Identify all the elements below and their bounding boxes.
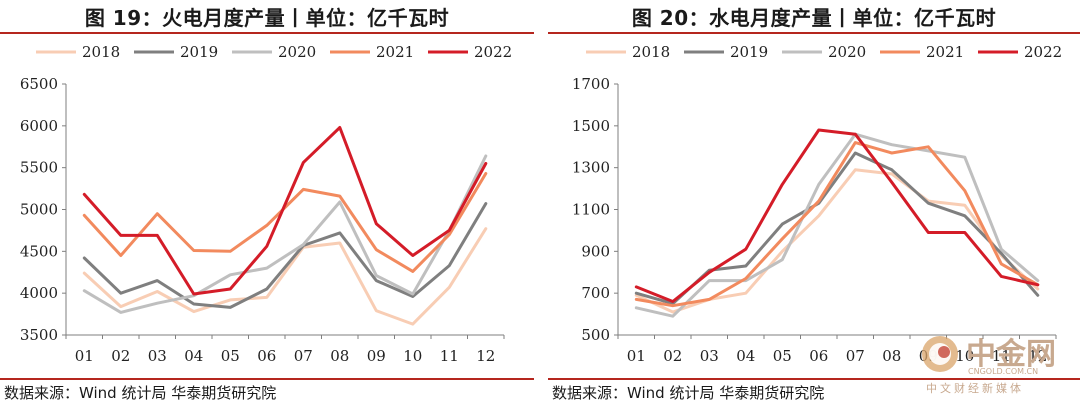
x-tick-label: 05 [221, 347, 240, 365]
x-tick-label: 06 [809, 347, 828, 365]
legend-label: 2022 [1024, 43, 1062, 61]
source-rule [0, 378, 534, 380]
source-note: 数据来源：Wind 统计局 华泰期货研究院 [552, 384, 825, 402]
x-tick-label: 09 [367, 347, 386, 365]
chart-title: 图 19：火电月度产量丨单位：亿千瓦时 [84, 6, 450, 30]
legend-label: 2021 [376, 43, 414, 61]
legend-label: 2020 [828, 43, 866, 61]
y-tick-label: 6500 [20, 75, 58, 93]
legend-label: 2022 [474, 43, 512, 61]
y-tick-label: 3500 [20, 326, 58, 344]
y-tick-label: 900 [581, 242, 610, 260]
x-tick-label: 10 [403, 347, 422, 365]
x-tick-label: 12 [1028, 347, 1047, 365]
x-tick-label: 06 [257, 347, 276, 365]
y-tick-label: 1300 [572, 159, 610, 177]
legend-label: 2021 [926, 43, 964, 61]
series-line-2018 [82, 227, 488, 326]
x-tick-label: 01 [627, 347, 646, 365]
x-tick-label: 03 [700, 347, 719, 365]
legend-label: 2018 [82, 43, 120, 61]
title-rule [0, 32, 534, 34]
x-tick-label: 08 [882, 347, 901, 365]
series-line-2020 [82, 154, 488, 314]
x-tick-label: 02 [111, 347, 130, 365]
y-tick-label: 1100 [572, 201, 610, 219]
thermal-power-panel: 图 19：火电月度产量丨单位：亿千瓦时 2018 2019 2020 2021 2022… [0, 0, 534, 407]
y-tick-label: 500 [581, 326, 610, 344]
series-line-2022 [634, 128, 1040, 303]
watermark-logo-text: 中金网 [966, 337, 1056, 372]
y-tick-label: 5000 [20, 201, 58, 219]
x-tick-label: 02 [663, 347, 682, 365]
chart-legend: 2018 2019 2020 2021 2022 [586, 43, 1062, 61]
x-tick-label: 10 [955, 347, 974, 365]
hydro-power-panel: 图 20：水电月度产量丨单位：亿千瓦时 2018 2019 2020 2021 2022… [548, 0, 1080, 407]
legend-label: 2019 [730, 43, 768, 61]
cngold-logo-icon [922, 336, 958, 372]
chart-title: 图 20：水电月度产量丨单位：亿千瓦时 [631, 6, 997, 30]
y-tick-label: 1700 [572, 75, 610, 93]
x-tick-label: 07 [294, 347, 313, 365]
x-tick-label: 04 [736, 347, 755, 365]
x-tick-label: 11 [440, 347, 459, 365]
x-tick-label: 11 [992, 347, 1011, 365]
chart-legend: 2018 2019 2020 2021 2022 [36, 43, 512, 61]
x-tick-label: 05 [773, 347, 792, 365]
legend-label: 2019 [180, 43, 218, 61]
x-tick-label: 08 [330, 347, 349, 365]
series-line-2022 [82, 126, 488, 296]
series-line-2021 [634, 141, 1040, 308]
hydro-power-chart: 2018 2019 2020 2021 2022 500 700 900 1100 1300 150… [572, 43, 1062, 365]
x-tick-label: 07 [846, 347, 865, 365]
legend-label: 2018 [632, 43, 670, 61]
watermark-url: CNGOLD.COM.CN [968, 367, 1038, 376]
watermark-subtitle: 中文财经新媒体 [926, 381, 1024, 395]
y-tick-label: 5500 [20, 159, 58, 177]
y-tick-label: 4500 [20, 242, 58, 260]
title-rule [548, 32, 1080, 34]
legend-label: 2020 [278, 43, 316, 61]
source-note: 数据来源：Wind 统计局 华泰期货研究院 [4, 384, 277, 402]
series-line-2019 [82, 202, 488, 309]
series-line-2020 [634, 132, 1040, 318]
x-tick-label: 12 [476, 347, 495, 365]
x-tick-label: 04 [184, 347, 203, 365]
cngold-watermark: 中金网 CNGOLD.COM.CN 中文财经新媒体 [922, 336, 1056, 395]
y-tick-label: 1500 [572, 117, 610, 135]
x-tick-label: 03 [148, 347, 167, 365]
source-rule [548, 378, 1080, 380]
thermal-power-chart: 2018 2019 2020 2021 2022 3500 4000 4500 5000 5500… [20, 43, 512, 365]
x-tick-label: 01 [75, 347, 94, 365]
y-tick-label: 700 [581, 284, 610, 302]
y-tick-label: 6000 [20, 117, 58, 135]
y-tick-label: 4000 [20, 284, 58, 302]
